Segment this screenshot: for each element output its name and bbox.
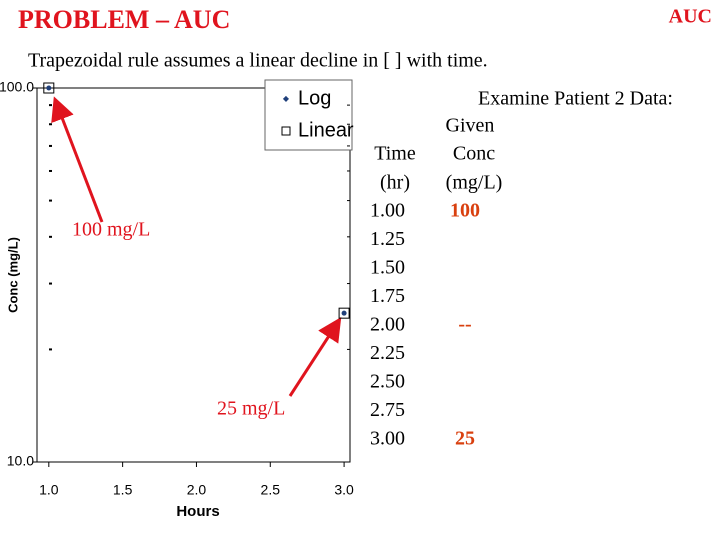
slide-title: PROBLEM – AUC xyxy=(18,5,230,34)
column-header: Conc xyxy=(453,143,495,165)
column-header: Time xyxy=(374,143,416,165)
table-heading: Examine Patient 2 Data: xyxy=(478,88,673,110)
legend-entry: Log xyxy=(298,87,331,109)
header-right: AUC xyxy=(669,6,712,28)
time-cell: 2.50 xyxy=(370,371,405,393)
x-tick-label: 2.0 xyxy=(187,482,207,498)
x-tick-label: 2.5 xyxy=(261,482,281,498)
time-cell: 1.75 xyxy=(370,285,405,307)
time-cell: 2.00 xyxy=(370,314,405,336)
annotation: 100 mg/L xyxy=(72,219,150,241)
time-cell: 3.00 xyxy=(370,428,405,450)
x-tick-label: 1.5 xyxy=(113,482,133,498)
annotation-arrow xyxy=(51,96,104,223)
column-unit: (hr) xyxy=(380,172,410,194)
time-cell: 2.75 xyxy=(370,399,405,421)
conc-cell: -- xyxy=(458,314,471,336)
y-tick-label: 10.0 xyxy=(7,453,34,469)
data-point xyxy=(46,85,52,91)
table-group-label: Given xyxy=(446,115,495,137)
time-cell: 1.25 xyxy=(370,228,405,250)
x-tick-label: 3.0 xyxy=(334,482,354,498)
legend-marker xyxy=(281,126,291,136)
point-box xyxy=(43,82,55,94)
column-unit: (mg/L) xyxy=(446,172,503,194)
conc-cell: 25 xyxy=(455,428,475,450)
x-axis-label: Hours xyxy=(176,503,219,520)
y-tick-label: 100.0 xyxy=(0,79,34,95)
legend-marker: ◆ xyxy=(283,94,290,103)
time-cell: 1.50 xyxy=(370,257,405,279)
legend-box xyxy=(264,79,353,151)
x-tick-label: 1.0 xyxy=(39,482,59,498)
point-box xyxy=(338,307,350,319)
time-cell: 1.00 xyxy=(370,200,405,222)
plot-frame xyxy=(36,87,351,463)
annotation: 25 mg/L xyxy=(217,398,285,420)
conc-cell: 100 xyxy=(450,200,480,222)
y-axis-label: Conc (mg/L) xyxy=(5,237,20,313)
data-point xyxy=(341,310,347,316)
annotation-arrow xyxy=(288,316,342,397)
legend-entry: Linear xyxy=(298,119,354,141)
time-cell: 2.25 xyxy=(370,342,405,364)
subtitle: Trapezoidal rule assumes a linear declin… xyxy=(28,50,488,72)
